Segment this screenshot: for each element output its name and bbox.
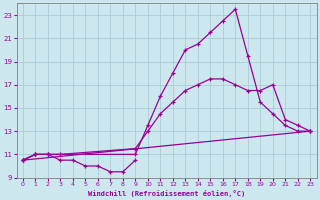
- X-axis label: Windchill (Refroidissement éolien,°C): Windchill (Refroidissement éolien,°C): [88, 190, 245, 197]
